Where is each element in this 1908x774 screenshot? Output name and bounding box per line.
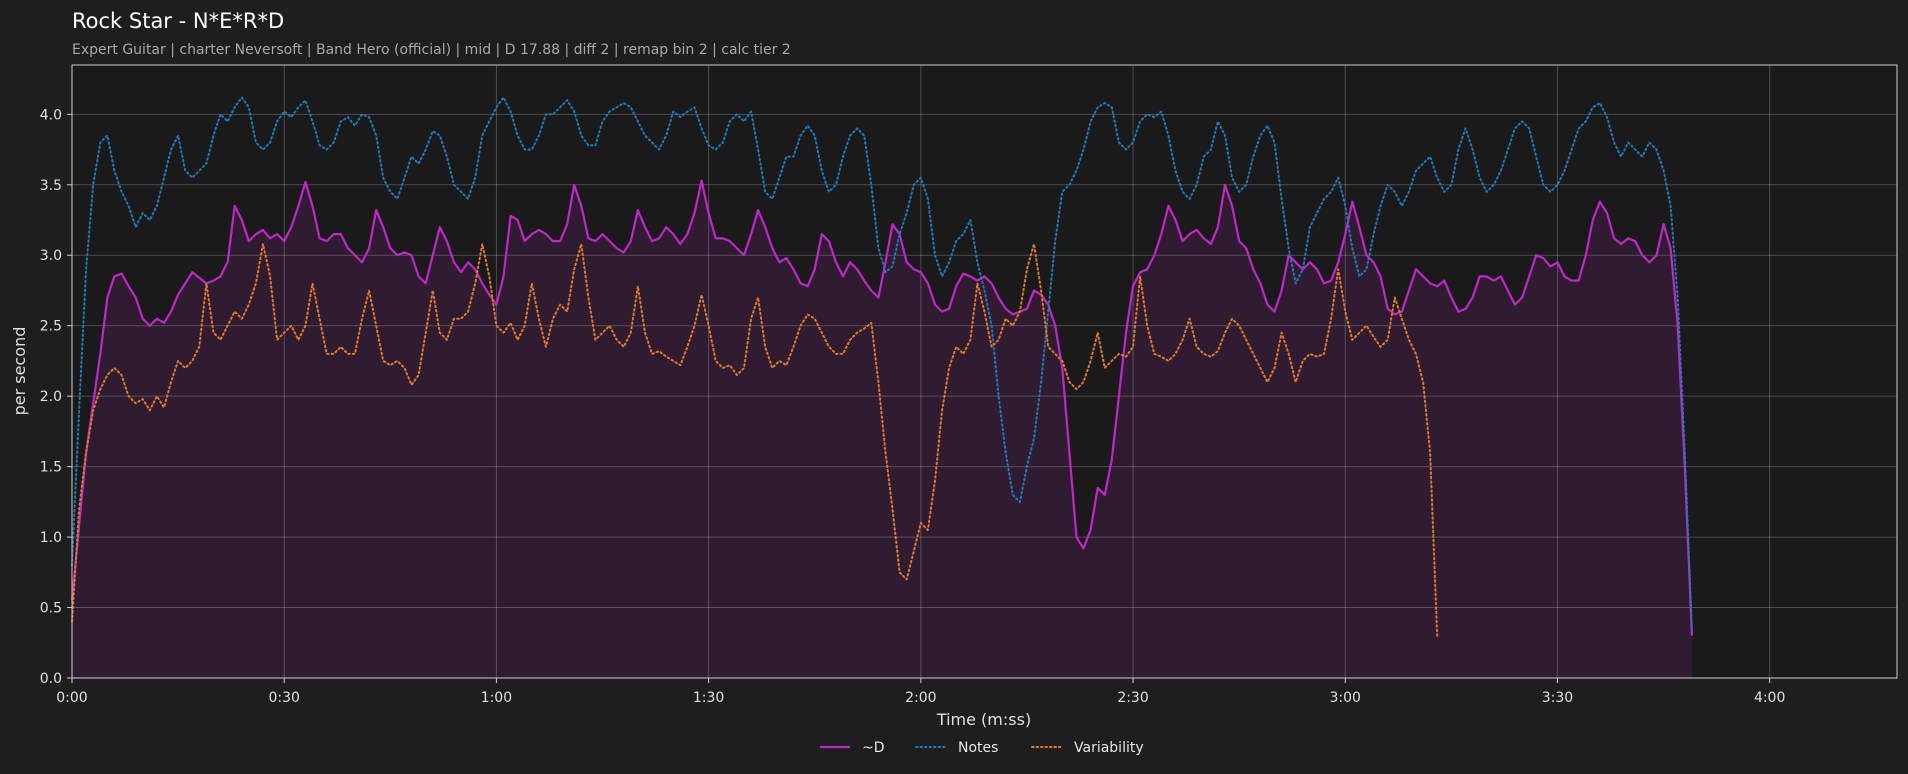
grid-layer: [72, 65, 1897, 678]
x-tick-label: 4:00: [1754, 690, 1785, 706]
series-line-2: [71, 243, 1439, 637]
x-tick-label: 2:30: [1117, 690, 1148, 706]
y-tick-label: 0.5: [40, 601, 62, 617]
legend: ~D Notes Variability: [820, 740, 1144, 756]
x-tick-label: 2:00: [905, 690, 936, 706]
x-axis-label: Time (m:ss): [936, 710, 1031, 729]
x-tick-label: 3:00: [1330, 690, 1361, 706]
series-line-1: [71, 96, 1693, 630]
legend-label-1: Notes: [958, 740, 998, 756]
chart-title: Rock Star - N*E*R*D: [72, 9, 284, 33]
y-tick-label: 0.0: [40, 671, 62, 687]
series-area-0: [72, 180, 1692, 678]
legend-label-0: ~D: [862, 740, 885, 756]
series-layer: [70, 96, 1693, 637]
y-tick-label: 2.0: [40, 389, 62, 405]
x-tick-label: 0:30: [268, 690, 299, 706]
y-tick-label: 3.5: [40, 178, 62, 194]
y-tick-label: 1.5: [40, 460, 62, 476]
fill-layer: [72, 180, 1692, 678]
x-tick-label: 1:00: [481, 690, 512, 706]
y-axis-label: per second: [10, 327, 29, 416]
chart-subtitle: Expert Guitar | charter Neversoft | Band…: [72, 42, 791, 58]
y-axis: 0.0 0.5 1.0 1.5 2.0 2.5 3.0 3.5 4.0: [40, 107, 72, 687]
y-tick-label: 3.0: [40, 248, 62, 264]
series-line-0: [70, 179, 1693, 636]
y-tick-label: 1.0: [40, 530, 62, 546]
x-axis: 0:00 0:30 1:00 1:30 2:00 2:30 3:00 3:30 4:00: [56, 678, 1785, 706]
legend-label-2: Variability: [1074, 740, 1144, 756]
plot-frame: [71, 64, 1898, 679]
x-tick-label: 1:30: [693, 690, 724, 706]
y-tick-label: 2.5: [40, 319, 62, 335]
x-tick-label: 3:30: [1542, 690, 1573, 706]
y-tick-label: 4.0: [40, 107, 62, 123]
x-tick-label: 0:00: [56, 690, 87, 706]
